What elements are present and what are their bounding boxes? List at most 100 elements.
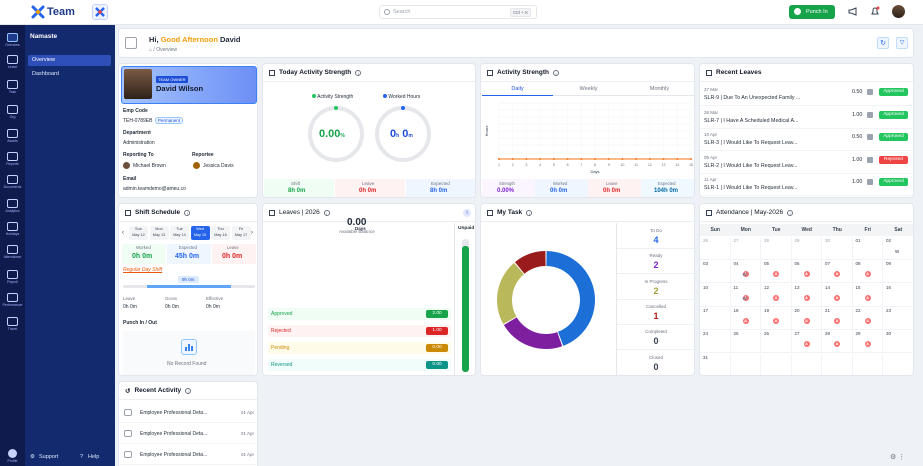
leave-row[interactable]: 26 Mar SLR-7 | I Have A Scheduled Medical… [700,107,913,129]
calendar-day[interactable]: 17 [700,306,731,330]
app-switch-icon[interactable] [92,4,108,20]
documents-icon[interactable] [7,175,18,184]
calendar-day[interactable] [731,353,761,375]
info-icon[interactable]: i [355,69,362,76]
calendar-day[interactable]: 29 [791,237,822,260]
megaphone-icon[interactable] [848,7,858,16]
calendar-day[interactable]: 11 A W [730,283,761,307]
overview-icon[interactable] [7,33,18,42]
next-week-icon[interactable]: › [251,230,253,236]
tab-monthly[interactable]: Monthly [624,83,694,96]
shift-day-chip[interactable]: Wed May 15 [190,226,210,240]
info-icon[interactable]: i [787,209,794,216]
reporting-to-value[interactable]: Michael Brown [133,163,166,169]
task-stat[interactable]: Closed 0 [617,351,694,375]
org-icon[interactable] [7,105,18,114]
calendar-day[interactable]: 28 A [822,330,853,354]
assets-icon[interactable] [7,129,18,138]
tab-weekly[interactable]: Weekly [553,83,624,96]
calendar-day[interactable] [761,353,792,375]
breadcrumb-overview[interactable]: Overview [156,47,178,53]
reportee-value[interactable]: Jessica Davis [203,163,234,169]
calendar-day[interactable]: 03 [700,260,731,284]
search-box[interactable]: Search Ctrl + K [379,5,537,19]
performance-icon[interactable] [7,293,18,302]
calendar-day[interactable]: 21 A [822,306,853,330]
reports-icon[interactable] [7,152,18,161]
payroll-icon[interactable] [7,270,18,279]
info-icon[interactable]: i [553,69,560,76]
punch-in-button[interactable]: Punch In [789,5,835,19]
attendance-icon[interactable] [7,245,18,254]
leave-row[interactable]: 27 Mar SLR-9 | Due To An Unexpected Famil… [700,84,913,106]
leave-row[interactable]: 10 Apr SLR-3 | I Would Like To Request Le… [700,129,913,151]
donut-slice[interactable] [514,251,546,274]
leave-info-button[interactable]: i [463,209,471,217]
holidays-icon[interactable] [7,222,18,231]
calendar-day[interactable] [822,353,853,375]
calendar-day[interactable]: 31 [700,353,731,375]
calendar-day[interactable]: 30 [883,330,913,354]
home-icon[interactable]: ⌂ [149,47,153,53]
profile-icon[interactable] [8,449,17,458]
calendar-day[interactable]: 10 [700,283,731,307]
calendar-day[interactable]: 09 [883,260,913,284]
leave-row[interactable]: 09 Apr SLR-2 | I Would Like To Request Le… [700,152,913,174]
travel-icon[interactable] [7,317,18,326]
task-icon[interactable] [7,80,18,89]
calendar-day[interactable]: 29 A [852,330,883,354]
calendar-day[interactable]: 14 A [822,283,853,307]
calendar-day[interactable]: 05 A [761,260,792,284]
calendar-day[interactable]: 26 [700,237,731,260]
shift-day-chip[interactable]: Thu May 16 [211,226,230,240]
activity-row[interactable]: Employee Professional Deta... 01 Apr [119,424,257,444]
calendar-day[interactable]: 27 A [791,330,822,354]
leave-row[interactable]: 11 Apr SLR-1 | I Would Like To Request Le… [700,174,913,196]
shift-day-chip[interactable]: Tue May 14 [170,226,189,240]
calendar-day[interactable]: 24 [700,330,731,354]
support-link[interactable]: ⚙ Support [30,453,70,463]
calendar-day[interactable]: 12 A [761,283,792,307]
calendar-day[interactable]: 13 A [791,283,822,307]
calendar-day[interactable]: 19 A [761,306,792,330]
donut-slice[interactable] [546,251,595,346]
calendar-day[interactable]: 23 [883,306,913,330]
donut-slice[interactable] [503,317,563,349]
info-icon[interactable]: i [526,209,533,216]
activity-row[interactable]: Employee Professional Deta... 01 Apr [119,445,257,465]
calendar-day[interactable]: 25 [730,330,761,354]
email-value[interactable]: admin.teamdemo@ameu.co [123,186,186,192]
calendar-day[interactable]: 16 [883,283,913,307]
footer-settings-icon[interactable]: ⚙ ⋮ [890,454,906,461]
filter-button[interactable]: ▽ [896,37,908,49]
calendar-day[interactable] [792,353,822,375]
calendar-day[interactable] [853,353,883,375]
info-icon[interactable]: i [184,209,191,216]
task-stat[interactable]: To Do 4 [617,224,694,249]
tab-daily[interactable]: Daily [482,83,553,96]
task-stat[interactable]: Ready 2 [617,249,694,275]
subnav-item-dashboard[interactable]: Dashboard [28,69,111,80]
calendar-day[interactable]: 26 [761,330,792,354]
brand-logo[interactable] [31,5,45,19]
shift-day-chip[interactable]: Sun May 12 [129,226,148,240]
info-icon[interactable]: i [185,387,192,394]
user-avatar[interactable] [892,5,905,18]
task-stat[interactable]: In Progress 2 [617,275,694,300]
calendar-day[interactable]: 02 W [883,237,913,260]
calendar-day[interactable] [883,353,913,375]
analytics-icon[interactable] [7,199,18,208]
calendar-day[interactable]: 20 A [791,306,822,330]
bell-icon[interactable] [870,6,880,17]
donut-slice[interactable] [497,262,524,324]
calendar-day[interactable]: 06 A [791,260,822,284]
prev-week-icon[interactable]: ‹ [122,230,124,236]
info-icon[interactable]: i [323,209,330,216]
activity-row[interactable]: Employee Professional Deta... 01 Apr [119,403,257,423]
shift-day-chip[interactable]: Mon May 13 [149,226,169,240]
shift-day-chip[interactable]: Fri May 17 [231,226,251,240]
calendar-day[interactable]: 15 A [852,283,883,307]
refresh-button[interactable]: ↻ [877,37,889,49]
calendar-day[interactable]: 18 A [730,306,761,330]
calendar-day[interactable]: 28 [761,237,792,260]
